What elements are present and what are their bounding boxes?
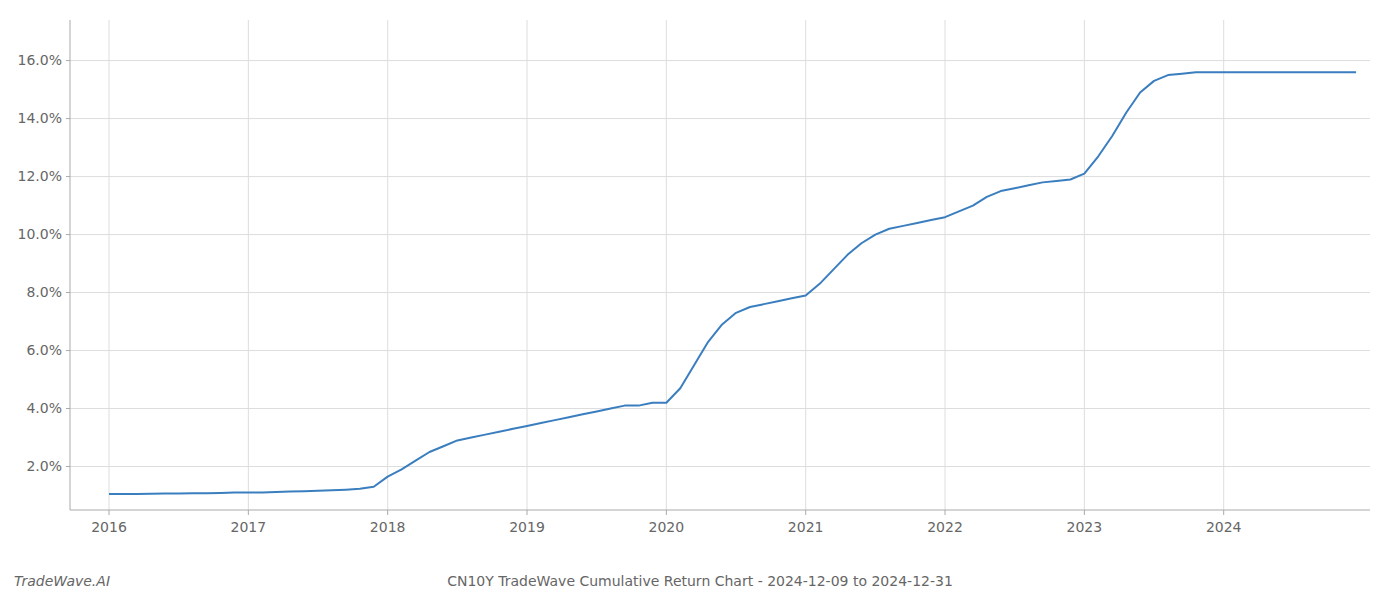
x-grid-line (805, 20, 806, 510)
x-tick (109, 510, 110, 515)
y-grid-line (70, 350, 1370, 351)
x-grid-line (387, 20, 388, 510)
x-tick-label: 2017 (231, 519, 267, 535)
y-grid-line (70, 234, 1370, 235)
x-grid-line (527, 20, 528, 510)
y-tick-label: 10.0% (18, 226, 62, 242)
x-tick (527, 510, 528, 515)
line (109, 72, 1356, 494)
y-tick (66, 176, 70, 177)
y-grid-line (70, 292, 1370, 293)
y-tick (66, 292, 70, 293)
x-tick-label: 2021 (788, 519, 824, 535)
x-tick-label: 2022 (927, 519, 963, 535)
x-tick (666, 510, 667, 515)
grid (70, 20, 1370, 510)
y-tick (66, 60, 70, 61)
y-tick-label: 16.0% (18, 52, 62, 68)
x-tick (1223, 510, 1224, 515)
x-tick-label: 2024 (1206, 519, 1242, 535)
y-tick (66, 408, 70, 409)
x-grid-line (109, 20, 110, 510)
watermark: TradeWave.AI (14, 573, 110, 589)
y-grid-line (70, 118, 1370, 119)
chart: 2016 2017 2018 2019 2020 2021 2022 2023 2024 2.0%… (0, 0, 1400, 600)
x-tick (248, 510, 249, 515)
x-grid-line (1084, 20, 1085, 510)
plot-area (109, 72, 1356, 494)
x-grid-line (666, 20, 667, 510)
y-tick-label: 8.0% (26, 284, 62, 300)
y-tick-label: 6.0% (26, 342, 62, 358)
y-tick (66, 118, 70, 119)
x-axis: 2016 2017 2018 2019 2020 2021 2022 2023 2024 (91, 510, 1241, 535)
x-tick (805, 510, 806, 515)
y-grid-line (70, 60, 1370, 61)
x-grid-line (1223, 20, 1224, 510)
background (0, 0, 1400, 600)
y-axis: 2.0% 4.0% 6.0% 8.0% 10.0% 12.0% 14.0% 16.0% (18, 52, 70, 474)
x-tick (387, 510, 388, 515)
y-tick-label: 14.0% (18, 110, 62, 126)
x-grid-line (248, 20, 249, 510)
page: {"chart_data": {"type": "line", "title":… (0, 0, 1400, 600)
y-tick (66, 466, 70, 467)
x-axis-line (70, 510, 1370, 511)
title: CN10Y TradeWave Cumulative Return Chart … (447, 573, 953, 589)
x-grid-line (945, 20, 946, 510)
y-grid-line (70, 408, 1370, 409)
y-grid-line (70, 466, 1370, 467)
x-tick-label: 2019 (509, 519, 545, 535)
y-tick-label: 12.0% (18, 168, 62, 184)
x-tick-label: 2023 (1067, 519, 1103, 535)
x-tick-label: 2020 (649, 519, 685, 535)
y-axis-line (70, 20, 71, 510)
x-tick (945, 510, 946, 515)
x-tick-label: 2018 (370, 519, 406, 535)
y-tick-label: 4.0% (26, 400, 62, 416)
y-tick (66, 350, 70, 351)
y-grid-line (70, 176, 1370, 177)
x-tick-label: 2016 (91, 519, 127, 535)
y-tick (66, 234, 70, 235)
x-tick (1084, 510, 1085, 515)
y-tick-label: 2.0% (26, 458, 62, 474)
